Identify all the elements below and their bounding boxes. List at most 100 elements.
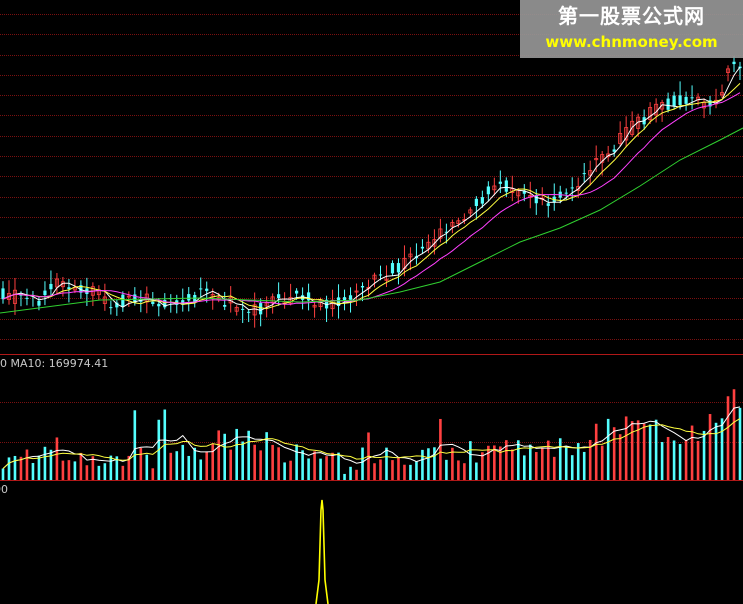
volume-ma-short-line	[2, 406, 741, 469]
volume-bar	[115, 456, 119, 480]
watermark-url: www.chnmoney.com	[545, 33, 718, 51]
price-candle-body	[666, 98, 670, 110]
volume-bar	[97, 465, 101, 480]
volume-bar	[265, 432, 268, 480]
volume-bar	[439, 418, 442, 480]
volume-bar	[181, 444, 185, 480]
price-candle-body	[25, 297, 29, 299]
price-candle-body	[360, 285, 365, 288]
price-candle-body	[720, 92, 725, 96]
volume-bar	[343, 473, 346, 480]
volume-bar	[55, 437, 59, 480]
volume-bar	[295, 444, 298, 480]
price-candle-body	[1, 288, 5, 300]
volume-bar	[654, 419, 658, 480]
volume-bar	[522, 455, 526, 480]
volume-bar	[271, 444, 274, 480]
price-candle-body	[660, 102, 665, 110]
volume-bar	[642, 423, 646, 480]
watermark-title: 第一股票公式网	[558, 4, 705, 28]
price-candle-body	[420, 246, 425, 249]
volume-bar	[499, 446, 502, 480]
volume-bar	[217, 430, 221, 480]
volume-bar	[259, 450, 262, 480]
volume-bar	[457, 460, 460, 480]
price-candle-body	[396, 263, 401, 273]
volume-bar	[7, 457, 11, 480]
price-candle-body	[252, 304, 257, 316]
volume-bar	[91, 456, 95, 480]
price-candle-body	[438, 228, 443, 239]
price-ma-mid-line	[2, 83, 741, 310]
price-candle-body	[468, 209, 473, 214]
volume-bar	[433, 447, 436, 480]
price-candle-body	[570, 187, 574, 189]
volume-bar	[475, 462, 478, 480]
price-candle-body	[79, 285, 83, 293]
volume-bar	[133, 410, 137, 480]
price-candle-body	[223, 304, 227, 307]
volume-bar	[511, 449, 514, 480]
volume-bar	[427, 448, 430, 480]
volume-bar	[229, 449, 232, 480]
price-candle-body	[450, 222, 455, 227]
price-candle-body	[324, 299, 329, 309]
volume-bar	[451, 447, 454, 480]
volume-bar	[726, 396, 730, 480]
price-candle-body	[247, 311, 251, 313]
price-candle-body	[318, 300, 323, 308]
volume-bar	[672, 440, 676, 480]
price-candle-body	[109, 307, 113, 309]
volume-bar	[552, 456, 556, 480]
volume-bar	[151, 468, 155, 480]
volume-bar	[588, 439, 592, 480]
volume-bar	[199, 459, 203, 480]
price-candle-body	[624, 127, 629, 141]
volume-bar	[349, 466, 352, 480]
volume-bar	[690, 425, 694, 480]
volume-bar	[570, 455, 574, 480]
volume-bar	[594, 423, 598, 480]
volume-bar	[139, 447, 143, 480]
site-watermark: 第一股票公式网 www.chnmoney.com	[520, 0, 743, 58]
price-candle-body	[336, 297, 341, 307]
price-candle-body	[288, 296, 293, 304]
volume-bar	[534, 452, 538, 480]
price-candle-body	[115, 302, 119, 308]
volume-bar	[13, 455, 17, 480]
volume-bar	[618, 434, 622, 480]
price-candle-body	[205, 288, 209, 291]
price-candle-body	[534, 195, 538, 204]
volume-bar	[379, 459, 382, 480]
volume-bar	[121, 465, 125, 480]
price-candle-body	[270, 296, 275, 303]
price-candle-body	[492, 185, 497, 191]
price-candle-body	[348, 295, 353, 300]
price-candle-body	[342, 297, 347, 301]
price-candle-body	[630, 120, 635, 135]
price-candle-body	[133, 294, 137, 303]
volume-bar	[73, 461, 77, 480]
volume-bar	[708, 414, 712, 480]
price-candle-body	[277, 294, 281, 299]
price-candle-body	[726, 68, 731, 73]
volume-bar	[325, 456, 328, 480]
volume-bar	[385, 447, 388, 480]
volume-bar	[415, 461, 418, 480]
volume-bar	[421, 449, 424, 480]
volume-bar	[666, 436, 670, 480]
volume-bar	[576, 443, 580, 480]
price-candle-body	[456, 220, 461, 225]
volume-bar	[528, 444, 532, 480]
price-candle-body	[6, 293, 11, 300]
volume-bar	[175, 451, 179, 480]
price-candle-body	[564, 192, 568, 194]
signal-axis-value: 00	[0, 483, 8, 496]
volume-bar	[403, 464, 406, 480]
volume-bar	[487, 445, 490, 480]
volume-bar	[469, 441, 472, 480]
volume-bar	[331, 452, 334, 480]
price-candle-body	[522, 190, 526, 194]
volume-bar	[409, 464, 412, 480]
